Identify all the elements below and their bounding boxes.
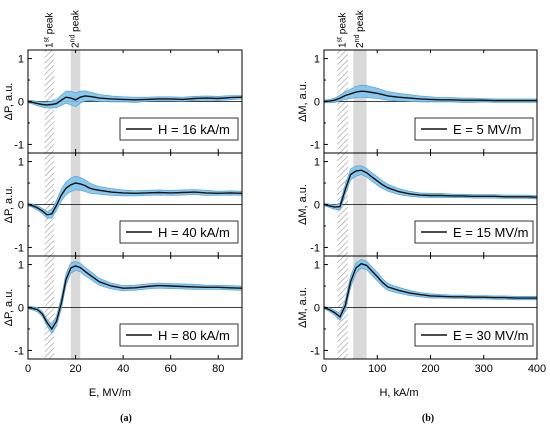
error-band [27, 261, 243, 334]
y-tick-label: -1 [310, 242, 320, 254]
legend-box [414, 117, 534, 141]
y-tick-label: 0 [314, 97, 320, 109]
panel-b-xlabel: H, kA/m [379, 387, 418, 399]
subplot-1: -1 0 1 ΔP, a.u. H = 16 kA/m [3, 49, 243, 154]
y-tick-label: -1 [14, 345, 24, 357]
peak-label-2: 2nd peak [70, 9, 82, 48]
x-tick-label: 300 [475, 363, 493, 375]
legend-label: E = 15 MV/m [453, 225, 529, 240]
y-axis-label: ΔM, a.u. [297, 184, 309, 225]
series-line [27, 95, 243, 106]
series-line [27, 265, 243, 331]
y-tick-label: 1 [314, 260, 320, 272]
y-tick-label: 0 [314, 200, 320, 212]
legend-box [119, 323, 239, 347]
peak-label-1: 1st peak [337, 12, 349, 48]
x-tick-label: 20 [69, 363, 81, 375]
x-tick-label: 0 [25, 363, 31, 375]
y-tick-label: 1 [18, 260, 24, 272]
y-tick-label: 0 [18, 303, 24, 315]
peak-label-1: 1st peak [43, 12, 55, 48]
y-axis-label: ΔM, a.u. [297, 81, 309, 122]
y-axis-label: ΔM, a.u. [297, 287, 309, 328]
y-tick-label: 1 [314, 157, 320, 169]
x-tick-label: 40 [117, 363, 129, 375]
y-tick-label: 0 [314, 303, 320, 315]
panel-a-xlabel: E, MV/m [89, 387, 131, 399]
y-tick-label: 1 [314, 54, 320, 66]
subplot-1: -1 0 1 ΔM, a.u. E = 5 MV/m [297, 49, 538, 154]
legend-label: H = 40 kA/m [158, 225, 230, 240]
series-line [323, 169, 538, 208]
y-tick-label: -1 [14, 242, 24, 254]
y-axis-label: ΔP, a.u. [3, 83, 15, 121]
legend-box [119, 220, 239, 244]
y-axis-label: ΔP, a.u. [3, 186, 15, 224]
y-tick-label: -1 [310, 345, 320, 357]
legend-box [414, 323, 534, 347]
panel-a-label: (a) [120, 413, 132, 424]
peak-label-2: 2nd peak [354, 9, 366, 48]
y-tick-label: 1 [18, 54, 24, 66]
y-tick-label: 1 [18, 157, 24, 169]
legend-label: H = 80 kA/m [158, 328, 230, 343]
series-line [27, 182, 243, 216]
legend-label: H = 16 kA/m [158, 122, 230, 137]
y-tick-label: 0 [18, 200, 24, 212]
y-tick-label: 0 [18, 97, 24, 109]
y-tick-label: -1 [14, 139, 24, 151]
series-line [323, 90, 537, 103]
panel-b-label: (b) [422, 413, 434, 424]
subplot-2: -1 0 1 ΔP, a.u. H = 40 kA/m [3, 152, 243, 257]
x-tick-label: 0 [321, 363, 327, 375]
legend-label: E = 5 MV/m [453, 122, 521, 137]
series-line [323, 262, 537, 319]
y-tick-label: -1 [310, 139, 320, 151]
legend-label: E = 30 MV/m [453, 328, 529, 343]
y-axis-label: ΔP, a.u. [3, 289, 15, 327]
x-tick-label: 80 [212, 363, 224, 375]
x-tick-label: 60 [165, 363, 177, 375]
subplot-2: -1 0 1 ΔM, a.u. E = 15 MV/m [297, 152, 538, 257]
x-tick-label: 400 [528, 363, 546, 375]
legend-box [414, 220, 534, 244]
legend-box [119, 117, 239, 141]
x-tick-label: 200 [421, 363, 439, 375]
x-tick-label: 100 [368, 363, 386, 375]
